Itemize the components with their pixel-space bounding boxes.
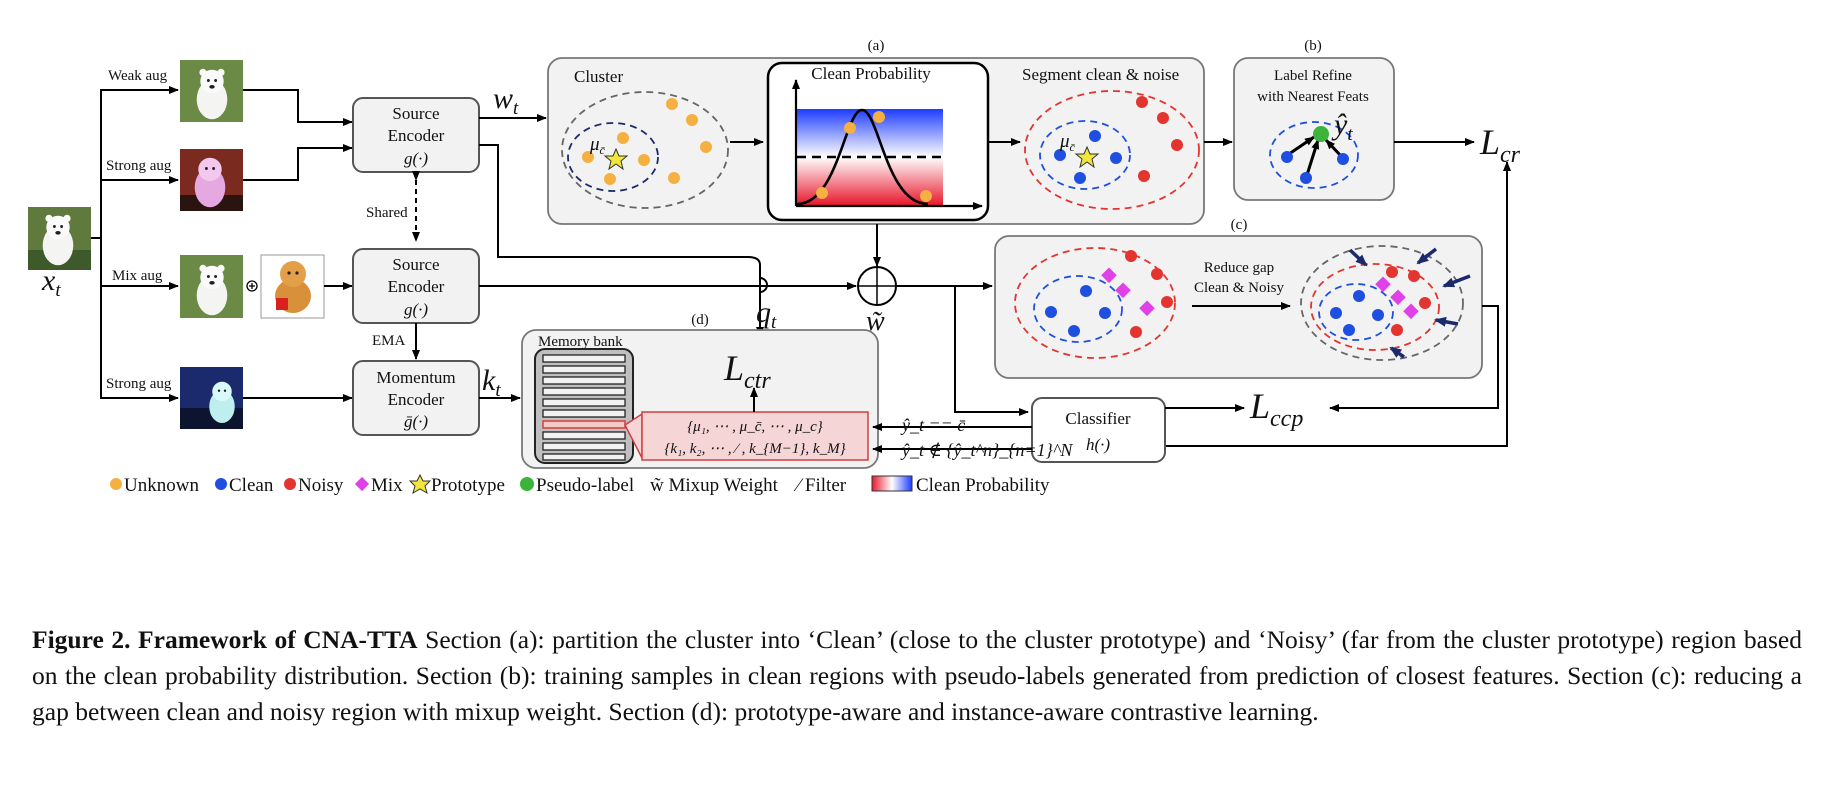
plus-sign bbox=[246, 280, 258, 292]
caption-bold: Framework of CNA-TTA bbox=[138, 625, 418, 654]
arrow-mix-to-classifier bbox=[954, 286, 1029, 416]
section-b-panel bbox=[1233, 57, 1395, 201]
memory-detail-box bbox=[641, 411, 869, 461]
svg-text:Noisy: Noisy bbox=[298, 475, 344, 496]
cluster-title: Cluster bbox=[574, 67, 623, 86]
condition-eq: ŷ_t == c̄ bbox=[900, 415, 966, 435]
reduce-gap-right bbox=[1300, 245, 1471, 361]
label-refine-diagram: ŷt bbox=[1269, 108, 1359, 189]
instance-row: {k₁, k₂, ⋯ , ⁄ , k_{M−1}, k_M} bbox=[664, 441, 845, 457]
memory-bank-title: Memory bank bbox=[538, 334, 623, 350]
arrow-c-to-lccp bbox=[1329, 305, 1499, 412]
figure-caption: Figure 2. Framework of CNA-TTA Section (… bbox=[32, 622, 1802, 730]
mix-aug-image bbox=[180, 255, 243, 318]
svg-text:ŷt: ŷt bbox=[1331, 108, 1353, 145]
input-branches bbox=[91, 86, 179, 402]
svg-text:Clean: Clean bbox=[229, 475, 274, 496]
svg-text:μc̄: μc̄ bbox=[1059, 131, 1076, 154]
svg-text:h(·): h(·) bbox=[1086, 435, 1110, 454]
momentum-encoder: Momentum Encoder ḡ(·) bbox=[352, 360, 480, 436]
section-c-tag: (c) bbox=[1231, 217, 1248, 233]
mix-aug-label: Mix aug bbox=[112, 268, 163, 284]
input-label: xt bbox=[41, 264, 61, 301]
strong-aug-image-2 bbox=[180, 367, 243, 429]
section-d-tag: (d) bbox=[691, 312, 709, 328]
prototype-row: {μ₁, ⋯ , μ_c̄, ⋯ , μ_c} bbox=[687, 419, 823, 435]
weak-aug-image bbox=[180, 60, 243, 122]
svg-text:Encoder: Encoder bbox=[388, 277, 445, 296]
svg-text:⁄ Filter: ⁄ Filter bbox=[793, 475, 847, 496]
arrow-classifier-to-lcr bbox=[1165, 161, 1511, 447]
svg-text:Classifier: Classifier bbox=[1065, 409, 1130, 428]
svg-text:g(·): g(·) bbox=[404, 300, 428, 319]
input-image bbox=[28, 207, 91, 270]
condition-notin: ŷ_t ∉ {ŷ_t^n}_{n=1}^N bbox=[900, 440, 1073, 460]
w-t-label: wt bbox=[493, 82, 519, 119]
svg-text:Encoder: Encoder bbox=[388, 126, 445, 145]
label-refine-line2: with Nearest Feats bbox=[1257, 89, 1369, 105]
svg-text:μc̄: μc̄ bbox=[589, 134, 606, 157]
reduce-gap-left bbox=[1014, 247, 1176, 359]
loss-ctr: Lctr bbox=[723, 348, 771, 394]
svg-text:Unknown: Unknown bbox=[124, 475, 199, 496]
svg-text:Encoder: Encoder bbox=[388, 390, 445, 409]
loss-cr: Lcr bbox=[1479, 122, 1521, 168]
reduce-gap-line2: Clean & Noisy bbox=[1194, 280, 1284, 296]
svg-text:Pseudo-label: Pseudo-label bbox=[536, 475, 634, 496]
segment-title: Segment clean & noise bbox=[1022, 65, 1179, 84]
svg-text:g(·): g(·) bbox=[404, 149, 428, 168]
source-encoder-1: Source Encoder g(·) bbox=[352, 97, 480, 173]
caption-text: Section (a): partition the cluster into … bbox=[32, 625, 1802, 726]
source-encoder-2: Source Encoder g(·) bbox=[352, 248, 480, 324]
svg-text:Momentum: Momentum bbox=[376, 368, 455, 387]
strong-aug-label-2: Strong aug bbox=[106, 376, 172, 392]
mix-node bbox=[857, 266, 897, 306]
memory-bank bbox=[534, 348, 634, 464]
svg-text:Source: Source bbox=[392, 104, 439, 123]
shared-label: Shared bbox=[366, 205, 408, 221]
strong-aug-image bbox=[180, 149, 243, 211]
svg-text:Source: Source bbox=[392, 255, 439, 274]
q-path bbox=[479, 144, 761, 325]
clean-prob-title: Clean Probability bbox=[811, 64, 931, 83]
weak-aug-label: Weak aug bbox=[108, 68, 168, 84]
cluster-diagram: μc̄ bbox=[561, 91, 729, 209]
dog-image bbox=[260, 254, 325, 319]
section-b-tag: (b) bbox=[1304, 38, 1322, 54]
legend: Unknown Clean Noisy Mix Prototype Pseudo… bbox=[110, 473, 1050, 496]
classifier-box: Classifier h(·) bbox=[1031, 397, 1166, 463]
caption-label: Figure 2. bbox=[32, 625, 131, 654]
svg-text:Clean Probability: Clean Probability bbox=[916, 475, 1050, 496]
image-to-encoder-arrows bbox=[243, 89, 353, 402]
label-refine-line1: Label Refine bbox=[1274, 68, 1352, 84]
svg-text:Prototype: Prototype bbox=[431, 475, 505, 496]
framework-figure: xt Weak aug Strong aug Mix aug Strong au… bbox=[28, 38, 1521, 496]
segment-diagram: μc̄ bbox=[1024, 90, 1200, 210]
section-a-tag: (a) bbox=[868, 38, 885, 54]
strong-aug-label: Strong aug bbox=[106, 158, 172, 174]
loss-ccp: Lccp bbox=[1249, 386, 1303, 432]
ema-label: EMA bbox=[372, 333, 406, 349]
svg-text:w̃ Mixup Weight: w̃ Mixup Weight bbox=[650, 475, 779, 496]
k-t-label: kt bbox=[482, 364, 501, 401]
svg-text:ḡ(·): ḡ(·) bbox=[404, 412, 428, 431]
svg-text:Mix: Mix bbox=[371, 475, 403, 496]
q-t-label: qt bbox=[756, 296, 777, 333]
w-tilde-label: w̃ bbox=[866, 306, 885, 337]
reduce-gap-line1: Reduce gap bbox=[1204, 260, 1274, 276]
clean-prob-plot bbox=[792, 79, 983, 210]
